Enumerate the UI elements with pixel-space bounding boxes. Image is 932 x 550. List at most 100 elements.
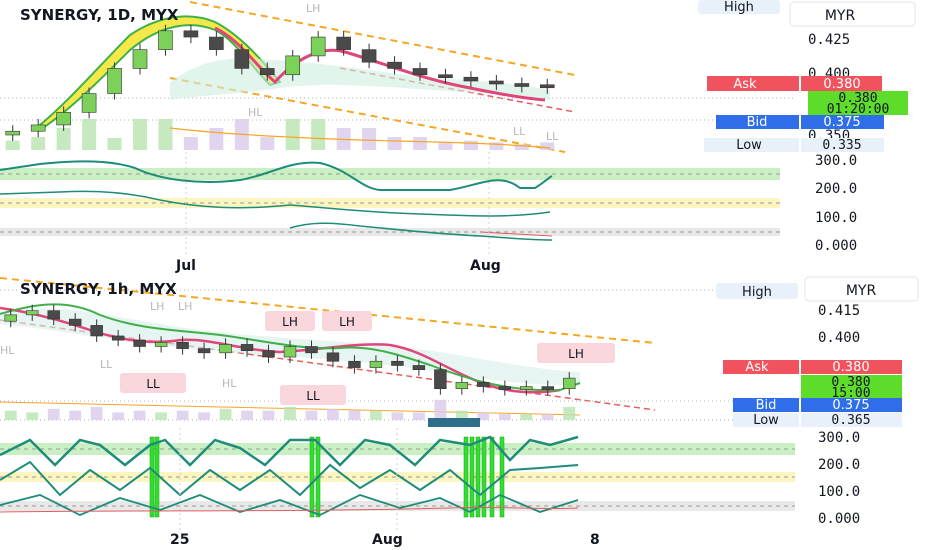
candle-body (477, 382, 490, 387)
bottom-bid-value: 0.375 (832, 398, 869, 413)
candle-body (262, 350, 275, 358)
candle-body (259, 68, 275, 76)
top-annotation-ll-2: LL (546, 130, 559, 143)
top-bid-label: Bid (747, 115, 768, 130)
top-annotation-lh: LH (306, 2, 320, 15)
volume-bar (477, 412, 490, 420)
bottom-annotation-lh-5: LH (178, 300, 192, 313)
volume-bar (5, 140, 20, 150)
signal-bar (309, 436, 315, 518)
bottom-osc-tick-2: 100.0 (818, 484, 860, 500)
volume-bar (90, 407, 103, 420)
candle-body (176, 341, 189, 349)
bottom-ll-box-1 (120, 373, 186, 393)
top-tick-0: 0.425 (808, 32, 850, 48)
volume-bar (183, 137, 198, 150)
candle-body (154, 341, 168, 347)
volume-bar (463, 140, 478, 150)
top-last-price: 0.380 (838, 91, 877, 106)
signal-bar (154, 436, 160, 518)
candle-body (438, 74, 453, 79)
volume-bar (563, 407, 576, 420)
candle-body (563, 377, 576, 389)
bottom-osc-line-2 (0, 460, 579, 497)
bottom-tick-0: 0.415 (818, 303, 860, 319)
top-osc-line-2 (0, 190, 551, 217)
candle-body (107, 68, 122, 94)
top-x-tick-jul: Jul (175, 258, 196, 274)
top-ema-red (214, 26, 546, 102)
volume-bar (285, 119, 300, 150)
bottom-oscillator-panel: 300.0 200.0 100.0 0.000 (0, 430, 860, 527)
bottom-ask-value-box (801, 360, 902, 374)
top-osc-line-1 (0, 160, 553, 191)
bottom-osc-red-line (0, 506, 579, 513)
volume-bar (412, 412, 425, 420)
top-low-label-box (704, 138, 799, 152)
volume-bar (540, 142, 555, 150)
volume-bar (489, 142, 504, 150)
volume-bar (413, 137, 427, 150)
candle-body (111, 335, 125, 341)
volume-bar (69, 410, 82, 420)
candle-body (47, 310, 60, 320)
top-currency-label: MYR (825, 8, 856, 24)
volume-bar (262, 410, 275, 420)
top-high-label: High (724, 0, 754, 15)
top-price-panel: LH HL LL LL SYNERGY, 1D, MYX (0, 1, 795, 153)
candle-body (283, 346, 297, 358)
volume-bar (348, 410, 361, 420)
top-low-label: Low (736, 138, 762, 153)
bottom-last-price-box (801, 375, 902, 398)
candle-body (412, 365, 426, 370)
candle-body (209, 36, 224, 50)
candle-body (412, 68, 428, 76)
bottom-low-value: 0.365 (831, 413, 870, 428)
top-high-pill (698, 0, 780, 14)
top-ask-value-box (801, 76, 882, 91)
bottom-annotation-lh-1: LH (282, 315, 298, 329)
candle-body (348, 360, 361, 368)
bottom-annotation-hl-1: HL (0, 344, 15, 357)
bottom-annotation-hl-2: HL (222, 377, 237, 390)
candle-body (30, 124, 46, 132)
top-bid-value: 0.375 (823, 115, 860, 130)
volume-bar (209, 128, 224, 150)
bottom-osc-line-3 (0, 493, 579, 516)
volume-bar (198, 412, 210, 420)
candle-body (240, 344, 254, 352)
volume-bar (26, 412, 39, 420)
candle-body (26, 310, 39, 316)
signal-bar (469, 436, 475, 518)
volume-bar (305, 410, 318, 420)
bottom-currency-label: MYR (846, 283, 877, 299)
bottom-high-label: High (742, 285, 772, 300)
bottom-osc-band-yellow (0, 472, 795, 482)
bottom-osc-tick-3: 0.000 (818, 511, 860, 527)
volume-bar (541, 414, 554, 420)
bottom-candles (4, 304, 576, 396)
candle-body (234, 49, 250, 69)
top-annotation-hl: HL (248, 106, 263, 119)
top-x-tick-aug: Aug (470, 258, 501, 274)
bottom-annotation-ll-2: LL (306, 389, 320, 403)
bottom-osc-tick-0: 300.0 (818, 430, 860, 446)
candle-body (197, 348, 211, 354)
signal-bar (149, 436, 155, 518)
signal-bar (489, 436, 495, 518)
candle-body (520, 386, 533, 390)
volume-bar (31, 137, 46, 150)
candle-body (90, 325, 103, 337)
candle-body (219, 344, 232, 354)
candle-body (539, 84, 555, 89)
top-osc-line-3 (289, 222, 553, 241)
bottom-high-pill (716, 283, 798, 299)
top-upper-trendline (189, 1, 576, 76)
bottom-last-price: 0.380 (831, 375, 870, 390)
bottom-bid-label-box (733, 398, 799, 412)
volume-bar (82, 119, 97, 150)
candle-body (305, 346, 318, 354)
bottom-bid-label: Bid (756, 398, 777, 413)
volume-bar (455, 410, 468, 420)
